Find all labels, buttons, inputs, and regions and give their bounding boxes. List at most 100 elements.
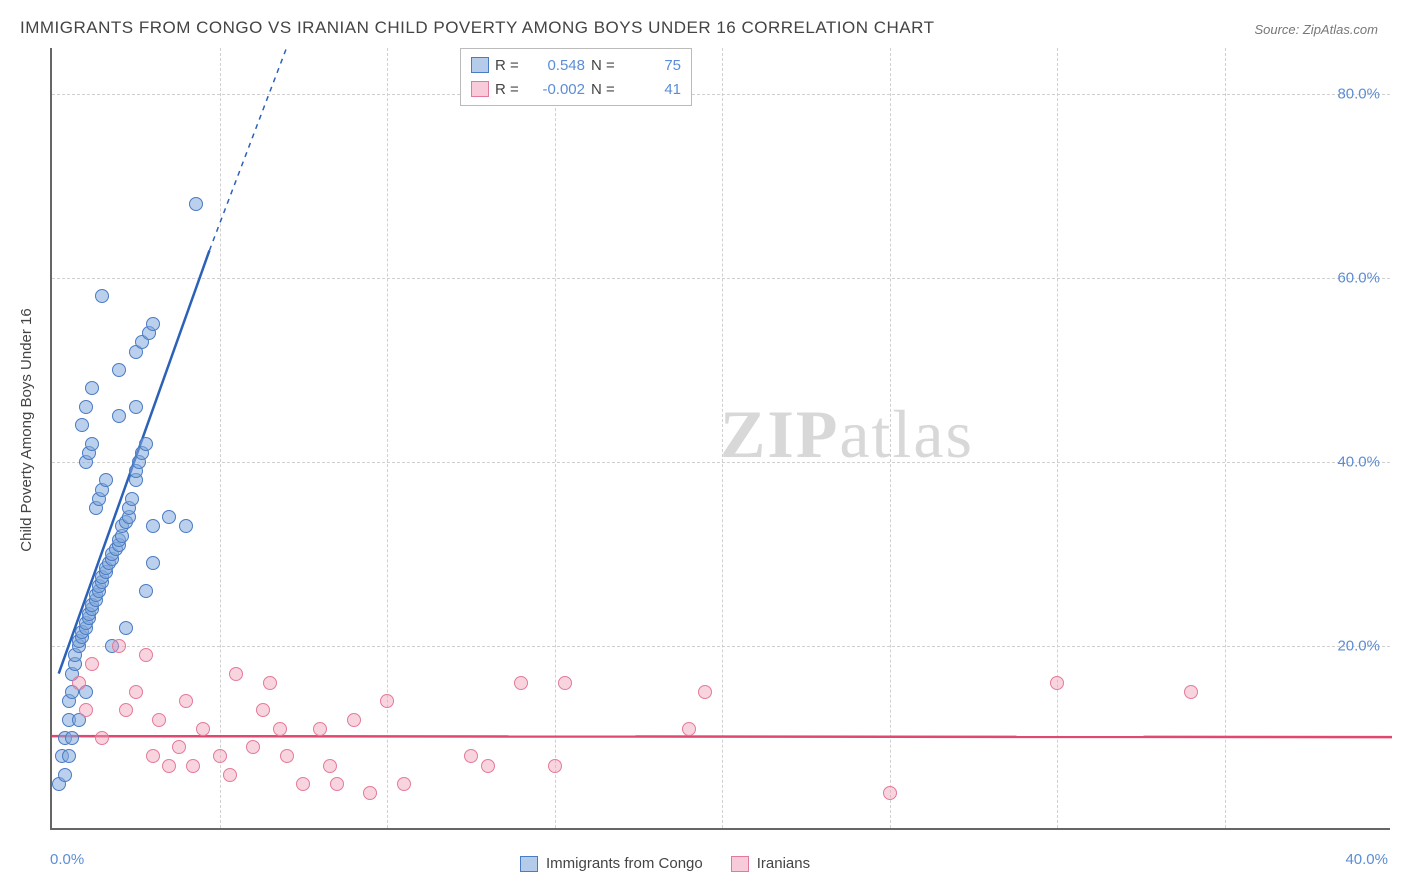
gridline-v — [1057, 48, 1058, 828]
data-point — [883, 786, 897, 800]
swatch-congo — [471, 57, 489, 73]
gridline-h — [52, 94, 1390, 95]
gridline-v — [387, 48, 388, 828]
data-point — [558, 676, 572, 690]
data-point — [363, 786, 377, 800]
legend-row-iranians: R = -0.002 N = 41 — [471, 77, 681, 101]
data-point — [129, 400, 143, 414]
data-point — [464, 749, 478, 763]
data-point — [380, 694, 394, 708]
data-point — [95, 731, 109, 745]
data-point — [296, 777, 310, 791]
r-label: R = — [495, 57, 523, 74]
x-tick-max: 40.0% — [1345, 851, 1388, 868]
data-point — [256, 703, 270, 717]
data-point — [548, 759, 562, 773]
data-point — [125, 492, 139, 506]
data-point — [75, 418, 89, 432]
data-point — [280, 749, 294, 763]
gridline-v — [220, 48, 221, 828]
data-point — [514, 676, 528, 690]
r-value-iranians: -0.002 — [529, 81, 585, 98]
gridline-v — [1225, 48, 1226, 828]
y-tick-label: 80.0% — [1337, 86, 1380, 103]
legend-item-iranians: Iranians — [731, 855, 810, 872]
y-tick-label: 60.0% — [1337, 270, 1380, 287]
data-point — [112, 409, 126, 423]
data-point — [95, 289, 109, 303]
gridline-v — [555, 48, 556, 828]
data-point — [196, 722, 210, 736]
legend-label-iranians: Iranians — [757, 855, 810, 872]
chart-title: IMMIGRANTS FROM CONGO VS IRANIAN CHILD P… — [20, 18, 934, 38]
y-tick-label: 20.0% — [1337, 638, 1380, 655]
data-point — [65, 731, 79, 745]
swatch-iranians — [471, 81, 489, 97]
data-point — [85, 657, 99, 671]
data-point — [263, 676, 277, 690]
data-point — [323, 759, 337, 773]
data-point — [213, 749, 227, 763]
data-point — [85, 437, 99, 451]
n-label: N = — [591, 81, 619, 98]
data-point — [119, 703, 133, 717]
data-point — [1184, 685, 1198, 699]
chart-plot-area: 20.0% 40.0% 60.0% 80.0% — [50, 48, 1390, 830]
n-value-congo: 75 — [625, 57, 681, 74]
legend-item-congo: Immigrants from Congo — [520, 855, 703, 872]
data-point — [313, 722, 327, 736]
series-legend: Immigrants from Congo Iranians — [520, 855, 810, 872]
data-point — [229, 667, 243, 681]
gridline-h — [52, 278, 1390, 279]
source-label: Source: — [1254, 22, 1302, 37]
data-point — [1050, 676, 1064, 690]
data-point — [72, 676, 86, 690]
legend-label-congo: Immigrants from Congo — [546, 855, 703, 872]
x-tick-min: 0.0% — [50, 851, 84, 868]
data-point — [179, 519, 193, 533]
swatch-congo — [520, 856, 538, 872]
trendline-congo-dashed — [209, 48, 286, 250]
data-point — [347, 713, 361, 727]
gridline-h — [52, 462, 1390, 463]
data-point — [139, 648, 153, 662]
data-point — [189, 197, 203, 211]
data-point — [179, 694, 193, 708]
r-label: R = — [495, 81, 523, 98]
r-value-congo: 0.548 — [529, 57, 585, 74]
data-point — [58, 768, 72, 782]
legend-row-congo: R = 0.548 N = 75 — [471, 53, 681, 77]
data-point — [79, 703, 93, 717]
data-point — [397, 777, 411, 791]
data-point — [481, 759, 495, 773]
data-point — [112, 363, 126, 377]
data-point — [139, 584, 153, 598]
source-value: ZipAtlas.com — [1303, 22, 1378, 37]
gridline-v — [890, 48, 891, 828]
data-point — [146, 749, 160, 763]
data-point — [119, 621, 133, 635]
data-point — [162, 759, 176, 773]
gridline-v — [722, 48, 723, 828]
data-point — [246, 740, 260, 754]
swatch-iranians — [731, 856, 749, 872]
data-point — [85, 381, 99, 395]
data-point — [186, 759, 200, 773]
gridline-h — [52, 646, 1390, 647]
data-point — [112, 639, 126, 653]
data-point — [146, 317, 160, 331]
y-tick-label: 40.0% — [1337, 454, 1380, 471]
data-point — [682, 722, 696, 736]
n-label: N = — [591, 57, 619, 74]
data-point — [99, 473, 113, 487]
n-value-iranians: 41 — [625, 81, 681, 98]
data-point — [129, 685, 143, 699]
data-point — [146, 519, 160, 533]
data-point — [223, 768, 237, 782]
data-point — [330, 777, 344, 791]
data-point — [162, 510, 176, 524]
data-point — [273, 722, 287, 736]
data-point — [139, 437, 153, 451]
data-point — [62, 749, 76, 763]
source-attribution: Source: ZipAtlas.com — [1254, 22, 1378, 37]
